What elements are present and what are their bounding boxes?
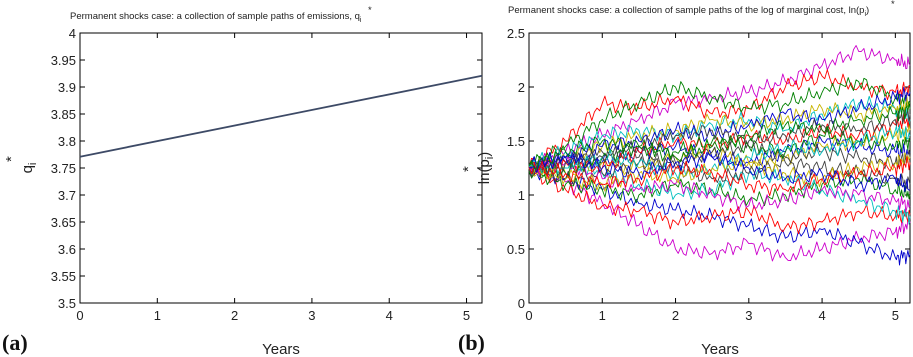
chart-b-y-tick-label: 0.5 — [507, 242, 525, 257]
chart-a-x-tick-label: 0 — [76, 308, 83, 323]
chart-a-y-tick-label: 3.75 — [51, 161, 76, 176]
chart-b-y-tick-label: 1.5 — [507, 134, 525, 149]
chart-a-series-line — [79, 74, 483, 158]
chart-b-x-tick-label: 5 — [892, 308, 899, 323]
chart-b-series-line — [528, 103, 911, 170]
chart-a-y-tick-label: 3.85 — [51, 107, 76, 122]
chart-b-panel-label: (b) — [458, 330, 485, 355]
chart-a-x-tick-label: 1 — [154, 308, 161, 323]
chart-b-series-line — [528, 96, 911, 172]
chart-a-x-tick-label: 5 — [463, 308, 470, 323]
chart-b-title: Permanent shocks case: a collection of s… — [508, 5, 869, 18]
chart-b-series-line — [528, 77, 911, 167]
chart-b-y-tick-label: 0 — [518, 296, 525, 311]
chart-b-y-axis-label: ln(pi) — [476, 152, 496, 184]
chart-a-title: Permanent shocks case: a collection of s… — [70, 11, 362, 24]
chart-a-y-tick-label: 3.6 — [58, 242, 76, 257]
chart-b-series-line — [528, 69, 911, 168]
chart-b-series-line — [528, 109, 911, 178]
chart-b-x-axis-label: Years — [701, 341, 739, 357]
chart-a-y-tick-label: 3.95 — [51, 53, 76, 68]
chart-a-y-axis-label-star: * — [3, 156, 20, 162]
chart-b-series-line — [528, 156, 911, 197]
chart-a: Permanent shocks case: a collection of s… — [2, 5, 483, 357]
chart-b-x-tick-label: 1 — [599, 308, 606, 323]
chart-a-y-tick-label: 3.9 — [58, 80, 76, 95]
chart-a-y-axis-label: qi — [19, 163, 39, 174]
chart-a-y-tick-label: 3.7 — [58, 188, 76, 203]
chart-b-series-line — [528, 164, 911, 262]
chart-a-y-tick-label: 4 — [69, 26, 76, 41]
chart-b-series-line — [528, 156, 911, 225]
chart-b-series-line — [528, 164, 911, 235]
chart-b-series-line — [528, 124, 911, 180]
chart-b-y-tick-label: 2.5 — [507, 26, 525, 41]
chart-a-y-tick-label: 3.55 — [51, 269, 76, 284]
chart-b-title-star: * — [891, 0, 895, 10]
chart-b-x-tick-label: 2 — [672, 308, 679, 323]
chart-b-series-line — [528, 45, 911, 171]
chart-b-series-line — [528, 86, 911, 170]
chart-a-y-tick-label: 3.8 — [58, 134, 76, 149]
chart-b-y-axis-label-star: * — [460, 166, 477, 172]
chart-b-x-tick-label: 4 — [818, 308, 825, 323]
chart-a-x-axis-label: Years — [262, 341, 300, 357]
chart-a-plot-frame — [79, 32, 483, 304]
chart-a-y-tick-label: 3.5 — [58, 296, 76, 311]
chart-b-series-line — [528, 152, 911, 192]
chart-a-x-tick-label: 3 — [308, 308, 315, 323]
chart-b-x-tick-label: 0 — [525, 308, 532, 323]
chart-b-x-tick-label: 3 — [745, 308, 752, 323]
chart-b-series-line — [528, 151, 911, 193]
chart-a-panel-label: (a) — [2, 330, 28, 355]
chart-a-x-tick-label: 2 — [231, 308, 238, 323]
chart-a-title-star: * — [368, 5, 372, 16]
chart-a-y-tick-label: 3.65 — [51, 215, 76, 230]
chart-a-x-tick-label: 4 — [386, 308, 393, 323]
chart-b-y-tick-label: 1 — [518, 188, 525, 203]
chart-b-y-tick-label: 2 — [518, 80, 525, 95]
chart-b: Permanent shocks case: a collection of s… — [458, 0, 911, 357]
